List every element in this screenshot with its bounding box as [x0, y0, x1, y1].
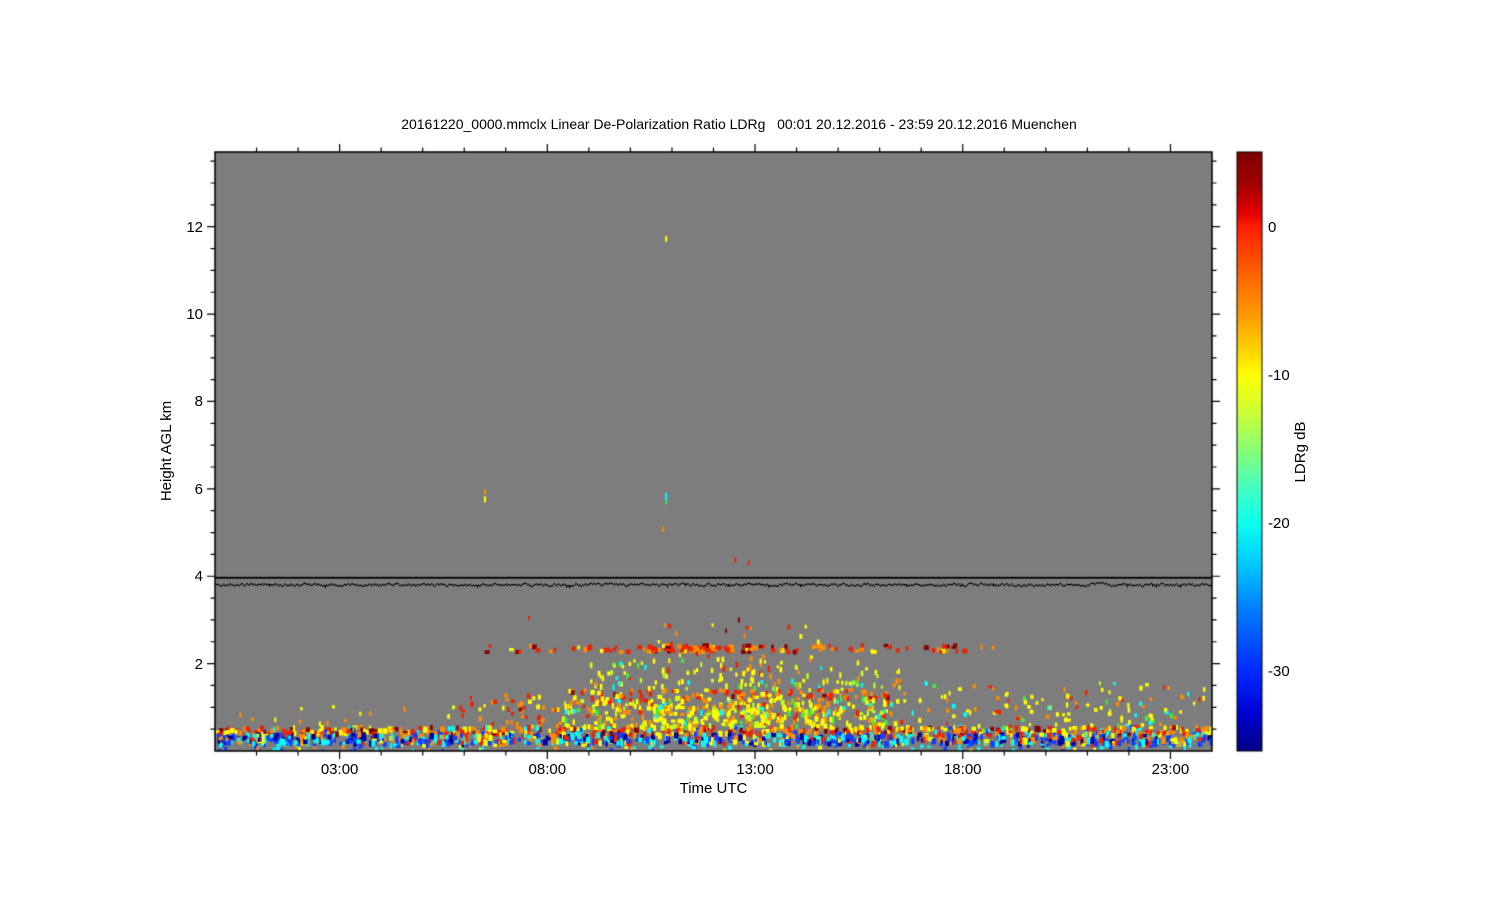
colorbar-label: LDRg dB	[1292, 421, 1309, 483]
colorbar-tick-label: -20	[1268, 515, 1290, 533]
y-tick-label: 4	[194, 568, 203, 586]
y-tick-label: 10	[186, 306, 203, 324]
x-tick-label: 23:00	[1151, 761, 1190, 778]
y-tick-label: 2	[194, 655, 203, 673]
x-tick-label: 08:00	[528, 761, 567, 778]
y-tick-label: 12	[186, 218, 203, 236]
colorbar-tick-label: 0	[1268, 218, 1277, 236]
x-tick-label: 18:00	[943, 761, 982, 778]
colorbar-tick-label: -10	[1268, 366, 1290, 384]
colorbar-tick-label: -30	[1268, 663, 1290, 681]
y-tick-label: 8	[194, 393, 203, 411]
x-tick-label: 13:00	[736, 761, 774, 778]
x-axis-label: Time UTC	[679, 780, 748, 797]
plot-title: 20161220_0000.mmclx Linear De-Polarizati…	[401, 116, 1077, 132]
y-tick-label: 6	[194, 480, 203, 498]
x-tick-label: 03:00	[320, 761, 359, 778]
